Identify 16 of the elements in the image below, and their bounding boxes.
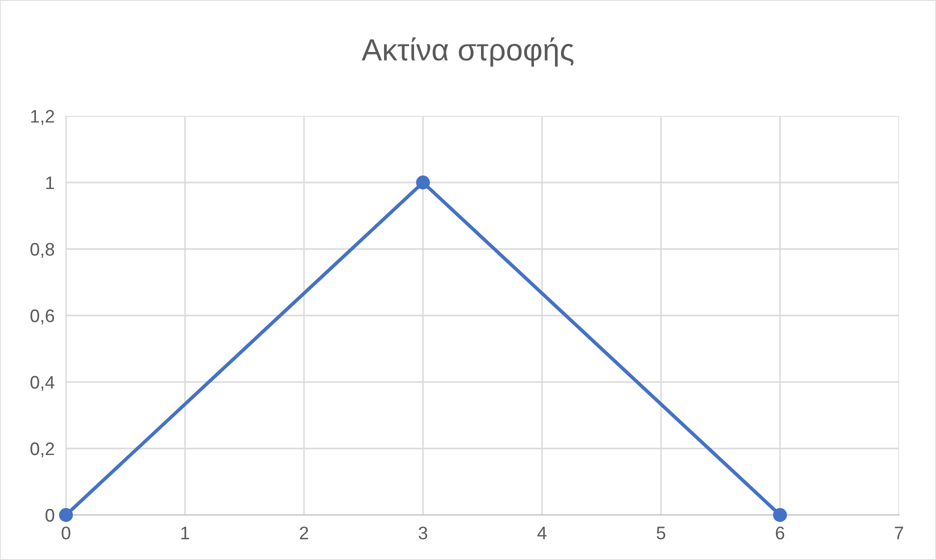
y-tick-label: 0,4: [30, 376, 54, 391]
x-tick-label: 3: [418, 526, 428, 540]
y-tick-label: 0: [46, 508, 54, 522]
y-tick-label: 1,2: [31, 110, 54, 125]
x-tick-label: 2: [300, 526, 308, 540]
x-tick-label: 6: [776, 526, 784, 540]
x-tick-label: 5: [656, 526, 666, 540]
x-tick-label: 4: [537, 526, 546, 540]
x-tick-label: 1: [181, 526, 190, 540]
y-tick-label: 0,8: [30, 242, 54, 258]
x-tick-label: 7: [894, 526, 904, 540]
y-tick-label: 1: [46, 176, 54, 190]
chart-title: Ακτίνα στροφής: [362, 37, 574, 67]
y-tick-label: 0,6: [30, 309, 54, 324]
x-tick-label: 0: [62, 526, 70, 540]
y-tick-label: 0,2: [30, 442, 54, 458]
